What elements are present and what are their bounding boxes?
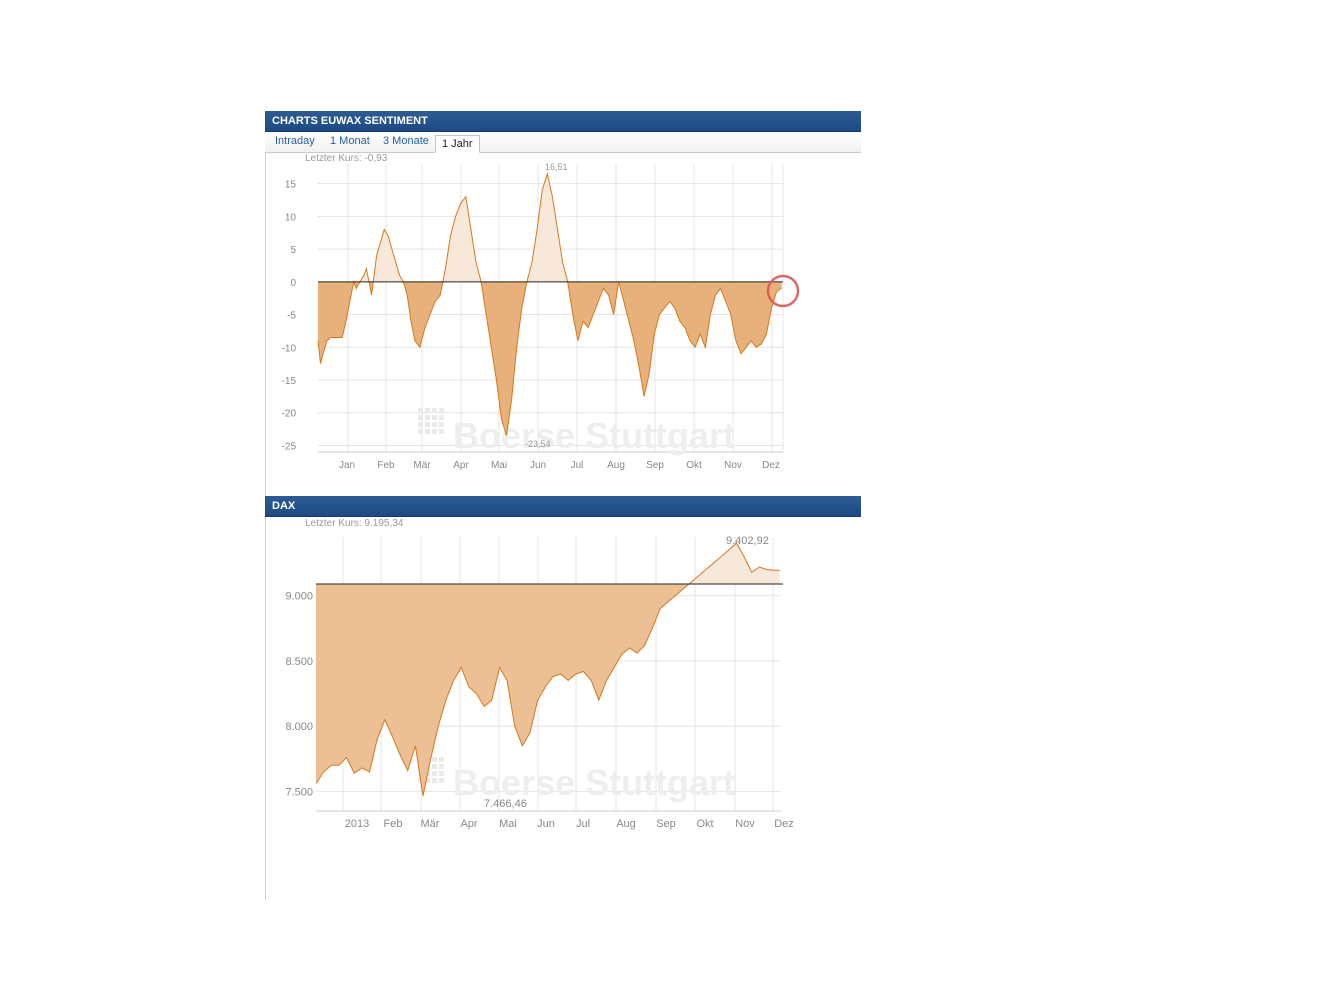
dax-panel: DAX — [265, 496, 861, 517]
watermark: Boerse Stuttgart — [418, 757, 735, 803]
y-tick-label: 8.000 — [285, 721, 313, 733]
x-tick-label: Jul — [576, 818, 590, 830]
y-tick-label: -5 — [287, 311, 296, 322]
x-axis-labels: Jan Feb Mär Apr Mai Jun Jul Aug Sep Okt Nov Dez — [339, 460, 780, 471]
x-tick-label: Dez — [774, 818, 794, 830]
watermark-dot — [439, 764, 444, 769]
watermark-dot — [418, 422, 423, 427]
watermark-dot — [432, 408, 437, 413]
watermark-dot — [439, 771, 444, 776]
y-tick-label: -15 — [282, 376, 297, 387]
y-axis-labels: 15 10 5 0 -5 -10 -15 -20 -25 — [282, 180, 297, 453]
area-fill-above — [318, 173, 782, 282]
watermark-dot — [425, 429, 430, 434]
x-tick-label: Feb — [384, 818, 403, 830]
y-tick-label: 15 — [285, 180, 297, 191]
y-tick-label: -25 — [282, 441, 297, 452]
last-price-label: Letzter Kurs: -0,93 — [305, 153, 388, 164]
y-tick-label: -10 — [282, 343, 297, 354]
y-tick-label: 10 — [285, 212, 297, 223]
x-tick-label: Aug — [616, 818, 636, 830]
dax-chart: Letzter Kurs: 9.195,34 Boerse Stuttgart … — [285, 518, 794, 830]
panel-title: CHARTS EUWAX SENTIMENT — [265, 111, 861, 132]
euwax-sentiment-panel: CHARTS EUWAX SENTIMENT Intraday 1 Monat … — [265, 111, 861, 153]
x-tick-label: Feb — [377, 460, 395, 471]
x-tick-label: Nov — [724, 460, 742, 471]
watermark-text: Boerse Stuttgart — [453, 762, 735, 803]
x-tick-label: Sep — [656, 818, 676, 830]
max-value-label: 9.402,92 — [726, 535, 769, 547]
x-tick-label: Okt — [686, 460, 702, 471]
watermark-dot — [439, 778, 444, 783]
sentiment-chart: Letzter Kurs: -0,93 Boerse Stuttgart 151… — [282, 153, 800, 471]
x-tick-label: Mär — [421, 818, 440, 830]
watermark-dot — [432, 778, 437, 783]
watermark-dot — [439, 429, 444, 434]
watermark-dot — [425, 422, 430, 427]
x-tick-label: Okt — [696, 818, 713, 830]
y-tick-label: 8.500 — [285, 656, 313, 668]
watermark-dot — [432, 415, 437, 420]
tab-1-jahr[interactable]: 1 Jahr — [435, 135, 480, 153]
x-tick-label: Jun — [530, 460, 546, 471]
watermark-dot — [432, 771, 437, 776]
min-value-label: 7.466,46 — [484, 798, 527, 810]
series-area — [315, 542, 783, 797]
x-tick-label: Apr — [460, 818, 477, 830]
x-tick-label: Mär — [413, 460, 431, 471]
y-tick-label: 5 — [290, 245, 296, 256]
highlight-circle — [766, 274, 800, 308]
x-tick-label: Dez — [762, 460, 780, 471]
series-line — [315, 542, 780, 797]
watermark-dot — [439, 422, 444, 427]
x-tick-label: Sep — [646, 460, 664, 471]
watermark-dot — [432, 764, 437, 769]
watermark-dot — [432, 429, 437, 434]
tab-1-monat[interactable]: 1 Monat — [330, 135, 370, 147]
x-tick-label: Apr — [453, 460, 469, 471]
timeframe-tabs: Intraday 1 Monat 3 Monate 1 Jahr — [265, 132, 861, 153]
watermark-dot — [425, 778, 430, 783]
x-tick-label: Mai — [491, 460, 507, 471]
area-fill-below — [318, 281, 782, 436]
x-tick-label: Aug — [607, 460, 625, 471]
y-tick-label: 7.500 — [285, 786, 313, 798]
tab-3-monate[interactable]: 3 Monate — [383, 135, 429, 147]
series-area — [317, 171, 783, 436]
area-fill-below — [316, 583, 690, 796]
x-tick-label: 2013 — [345, 818, 369, 830]
y-axis-labels: 9.000 8.500 8.000 7.500 — [285, 591, 313, 799]
watermark-dot — [432, 422, 437, 427]
x-axis-labels: 2013 Feb Mär Apr Mai Jun Jul Aug Sep Okt Nov Dez — [345, 818, 794, 830]
min-value-label: -23,54 — [525, 439, 551, 449]
watermark-dot — [425, 408, 430, 413]
watermark-dot — [432, 757, 437, 762]
watermark: Boerse Stuttgart — [418, 408, 735, 456]
watermark-dot — [439, 408, 444, 413]
y-tick-label: -20 — [282, 409, 297, 420]
x-tick-label: Jan — [339, 460, 355, 471]
watermark-dot — [418, 415, 423, 420]
y-tick-label: 0 — [290, 278, 296, 289]
last-price-label: Letzter Kurs: 9.195,34 — [305, 518, 404, 529]
max-value-label: 16,51 — [545, 162, 568, 172]
watermark-dot — [439, 415, 444, 420]
area-fill-above — [316, 543, 780, 584]
watermark-text: Boerse Stuttgart — [453, 415, 735, 456]
x-tick-label: Mai — [499, 818, 517, 830]
watermark-dot — [439, 757, 444, 762]
x-tick-label: Nov — [735, 818, 755, 830]
watermark-dot — [418, 429, 423, 434]
watermark-dot — [418, 408, 423, 413]
x-tick-label: Jun — [537, 818, 555, 830]
tab-intraday[interactable]: Intraday — [275, 135, 315, 147]
panel-title: DAX — [265, 496, 861, 517]
watermark-dot — [425, 415, 430, 420]
x-tick-label: Jul — [571, 460, 584, 471]
y-tick-label: 9.000 — [285, 591, 313, 603]
